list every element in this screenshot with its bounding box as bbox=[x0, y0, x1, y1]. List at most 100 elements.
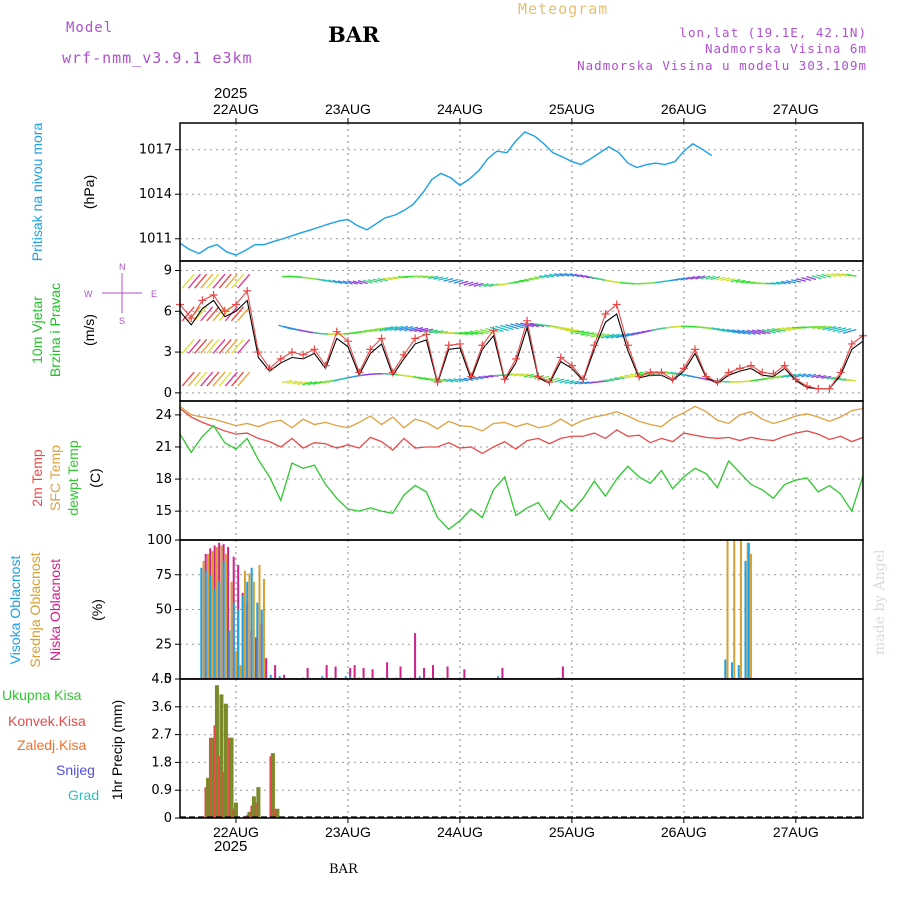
wind-vector bbox=[479, 328, 494, 334]
wind-speed-marker bbox=[657, 368, 666, 377]
wind-vector bbox=[564, 379, 575, 384]
wind-vector bbox=[559, 379, 570, 384]
wind-vector bbox=[538, 275, 550, 278]
wind-speed-marker bbox=[187, 314, 196, 323]
wind-speed-marker bbox=[567, 361, 576, 370]
wind-vector bbox=[505, 323, 519, 330]
cloud-bar bbox=[746, 542, 749, 679]
wind-vector bbox=[342, 280, 353, 285]
precip-conv-bar bbox=[232, 808, 235, 818]
wind-speed-marker bbox=[747, 361, 756, 370]
precip-total-bar bbox=[214, 685, 219, 818]
wind-vector bbox=[670, 371, 681, 376]
wind-vector bbox=[453, 378, 464, 383]
wind-vector bbox=[846, 273, 857, 277]
wind-speed-marker bbox=[735, 364, 744, 373]
panel-frame-precip bbox=[179, 678, 864, 819]
y-tick-label: 0 bbox=[164, 811, 172, 826]
cloud-bar bbox=[220, 545, 223, 679]
wind-vector bbox=[821, 375, 832, 379]
wind-vector bbox=[374, 326, 388, 332]
wind-vector bbox=[801, 373, 812, 378]
wind-vector bbox=[332, 279, 343, 284]
precip-conv-bar bbox=[269, 756, 272, 818]
wind-vector bbox=[508, 373, 519, 377]
wind-vector bbox=[736, 329, 751, 335]
wind-vector bbox=[237, 306, 251, 322]
wind-vector bbox=[807, 325, 822, 329]
wind-speed-marker bbox=[691, 345, 700, 354]
temp-line-0 bbox=[179, 405, 864, 432]
wind-vector bbox=[675, 277, 686, 281]
cloud-bar bbox=[423, 667, 426, 679]
wind-speed-marker bbox=[836, 368, 845, 377]
x-day-label: 24AUG bbox=[437, 824, 483, 840]
wind-vector bbox=[414, 327, 429, 332]
wind-speed-marker bbox=[299, 350, 308, 359]
wind-vector bbox=[725, 278, 736, 282]
cloud-bar bbox=[202, 560, 205, 679]
wind-speed-marker bbox=[399, 350, 408, 359]
wind-vector bbox=[372, 278, 383, 283]
wind-speed-marker bbox=[411, 334, 420, 343]
precip-total-bar bbox=[256, 787, 261, 818]
pressure-unit-label: (hPa) bbox=[81, 175, 97, 209]
cloud-side-label-3: Niska Oblacnost bbox=[47, 559, 63, 661]
wind-vector bbox=[468, 282, 479, 287]
wind-vector bbox=[821, 273, 832, 278]
cloud-bar bbox=[321, 676, 324, 679]
x-day-label: 22AUG bbox=[213, 824, 259, 840]
y-tick-label: 18 bbox=[155, 472, 172, 487]
temp-side-label-2: SFC Temp bbox=[47, 445, 63, 511]
wind-vector bbox=[231, 306, 244, 322]
wind-vector bbox=[409, 327, 424, 332]
wind-vector bbox=[438, 277, 449, 281]
wind-vector bbox=[836, 272, 847, 277]
wind-vector bbox=[500, 324, 514, 331]
cloud-bar bbox=[306, 667, 309, 679]
cloud-side-label-1: Visoka Oblacnost bbox=[7, 556, 23, 665]
wind-vector bbox=[741, 329, 756, 335]
wind-vector bbox=[716, 327, 731, 333]
wind-vector bbox=[775, 374, 786, 379]
cloud-bar bbox=[432, 665, 435, 679]
wind-vector bbox=[317, 380, 328, 385]
cloud-bar bbox=[724, 659, 727, 679]
precip-total-bar bbox=[275, 808, 280, 818]
wind-speed-marker bbox=[668, 375, 677, 384]
wind-speed-marker bbox=[803, 382, 812, 391]
wind-vector bbox=[428, 275, 439, 279]
wind-vector bbox=[533, 276, 544, 279]
wind-speed-marker bbox=[511, 354, 520, 363]
wind-speed-marker bbox=[724, 368, 733, 377]
wind-vector bbox=[478, 376, 489, 379]
wind-vector bbox=[231, 339, 244, 354]
wind-vector bbox=[224, 371, 238, 387]
wind-vector bbox=[812, 325, 827, 329]
wind-vector bbox=[766, 328, 781, 333]
wind-vector bbox=[726, 328, 741, 335]
wind-vector bbox=[564, 272, 575, 277]
elevation-label: Nadmorska Visina 6m bbox=[705, 41, 867, 56]
wind-vector bbox=[382, 277, 393, 281]
wind-vector bbox=[775, 281, 786, 285]
wind-side-label-2: Brzina i Pravac bbox=[47, 283, 63, 377]
wind-vector bbox=[826, 273, 837, 278]
wind-vector bbox=[464, 331, 479, 335]
wind-vector bbox=[811, 275, 822, 280]
model-name: wrf-nmm_v3.9.1 e3km bbox=[62, 49, 253, 67]
model-label: Model bbox=[66, 20, 114, 36]
wind-vector bbox=[181, 339, 195, 354]
wind-vector bbox=[624, 374, 635, 378]
cloud-bar bbox=[209, 574, 212, 679]
wind-vector bbox=[595, 333, 610, 339]
cloud-bar bbox=[204, 570, 207, 679]
cloud-bar bbox=[463, 669, 466, 679]
wind-speed-marker bbox=[433, 377, 442, 386]
wind-vector bbox=[194, 339, 208, 354]
cloud-bar bbox=[200, 567, 203, 679]
cloud-bar bbox=[501, 667, 504, 679]
wind-vector bbox=[751, 329, 766, 335]
wind-vector bbox=[187, 273, 201, 289]
wind-speed-marker bbox=[422, 330, 431, 339]
